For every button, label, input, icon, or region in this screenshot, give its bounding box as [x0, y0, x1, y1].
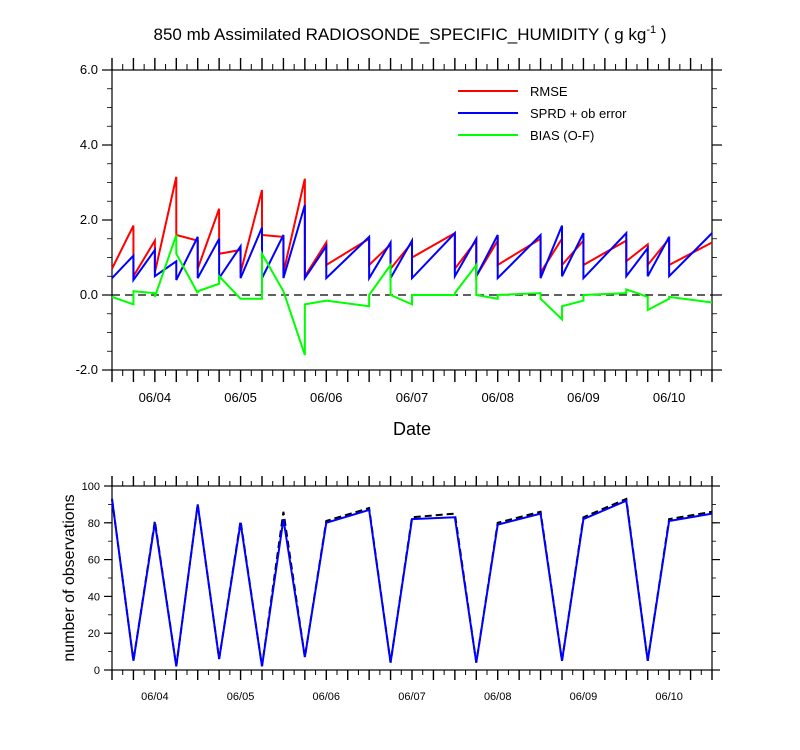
y-tick-label: 0: [94, 665, 100, 677]
x-tick-label: 06/08: [484, 691, 512, 703]
x-tick-label: 06/05: [224, 390, 257, 405]
x-tick-label: 06/07: [396, 390, 429, 405]
x-tick-label: 06/09: [570, 691, 598, 703]
series-line-1: [111, 204, 713, 284]
y-tick-label: 40: [88, 591, 100, 603]
x-tick-label: 06/06: [313, 691, 341, 703]
y-tick-label: 80: [88, 518, 100, 530]
x-tick-label: 06/05: [227, 691, 255, 703]
chart-title: 850 mb Assimilated RADIOSONDE_SPECIFIC_H…: [154, 24, 667, 44]
x-axis-label: Date: [393, 419, 431, 439]
x-tick-label: 06/06: [310, 390, 343, 405]
series-line-2: [111, 234, 713, 356]
x-tick-label: 06/09: [567, 390, 600, 405]
top-plot: 06/04 06/05 06/06 06/07 06/08 06/09 06/10 -2.0 0…: [76, 58, 722, 439]
y-tick-label: 6.0: [80, 62, 98, 77]
x-tick-label: 06/04: [139, 390, 172, 405]
legend-label-0: RMSE: [530, 84, 568, 99]
y-tick-label: 100: [82, 481, 100, 493]
y-tick-label: 0.0: [80, 287, 98, 302]
y-tick-label: 20: [88, 628, 100, 640]
y-tick-label: -2.0: [76, 362, 98, 377]
legend-label-1: SPRD + ob error: [530, 106, 627, 121]
series-line-1: [111, 498, 713, 667]
x-tick-label: 06/07: [398, 691, 426, 703]
y-tick-label: 2.0: [80, 212, 98, 227]
x-tick-label: 06/10: [653, 390, 686, 405]
plot-frame: [111, 485, 713, 671]
x-tick-label: 06/08: [481, 390, 514, 405]
legend-label-2: BIAS (O-F): [530, 128, 594, 143]
bottom-plot: 06/04 06/05 06/06 06/07 06/08 06/09 06/10 0 20 40…: [61, 476, 720, 703]
y-tick-label: 4.0: [80, 137, 98, 152]
y-axis-label: number of observations: [61, 494, 78, 661]
x-tick-label: 06/10: [655, 691, 683, 703]
x-tick-label: 06/04: [141, 691, 169, 703]
y-tick-label: 60: [88, 555, 100, 567]
